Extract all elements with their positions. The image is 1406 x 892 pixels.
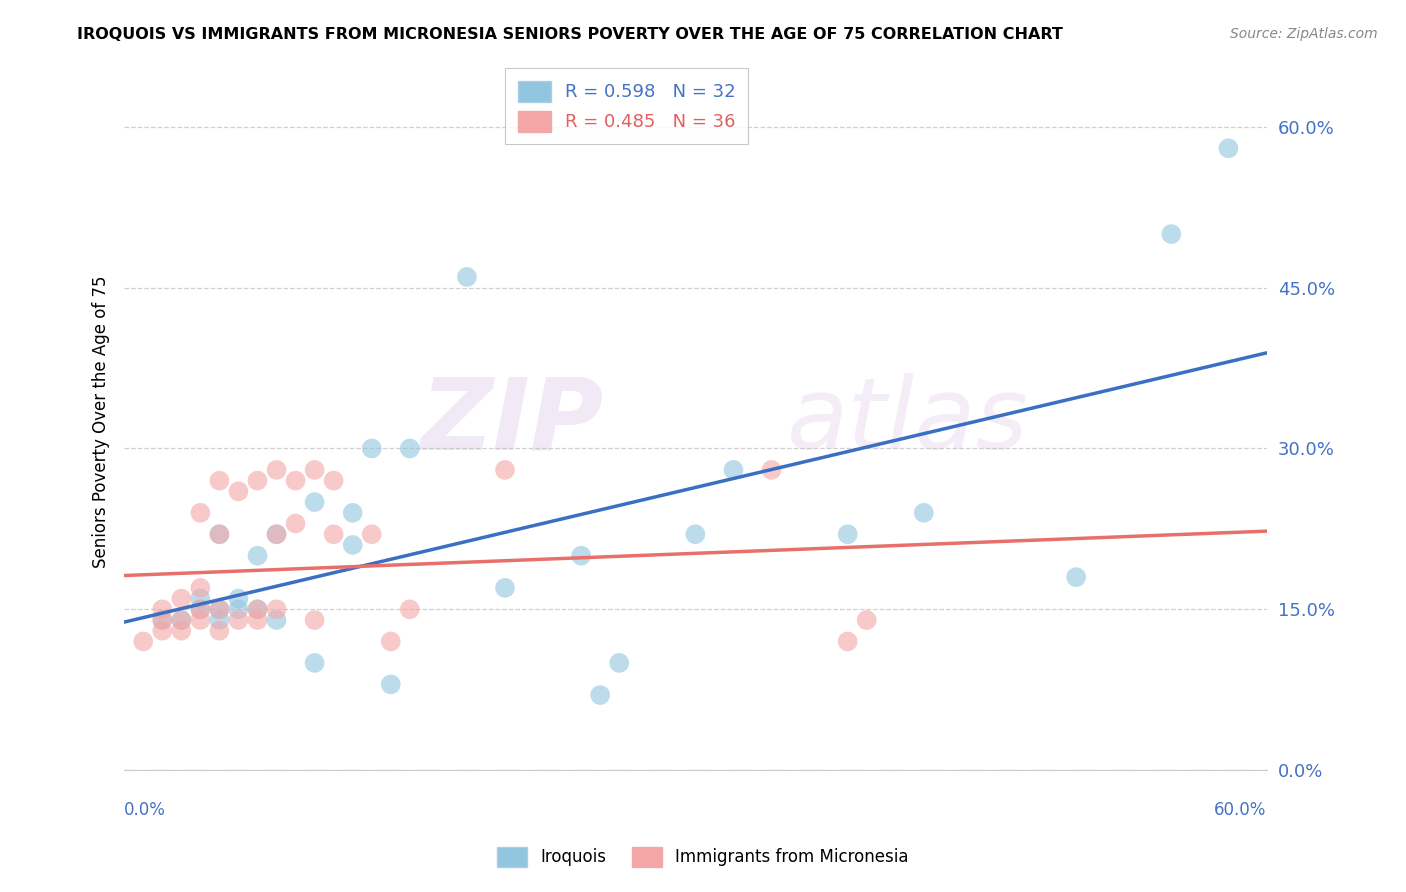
Y-axis label: Seniors Poverty Over the Age of 75: Seniors Poverty Over the Age of 75 xyxy=(93,276,110,568)
Legend: Iroquois, Immigrants from Micronesia: Iroquois, Immigrants from Micronesia xyxy=(488,838,918,877)
Point xyxy=(589,688,612,702)
Point xyxy=(360,442,382,456)
Point xyxy=(761,463,783,477)
Point xyxy=(380,677,402,691)
Point xyxy=(150,613,173,627)
Point xyxy=(304,613,326,627)
Point xyxy=(246,613,269,627)
Point xyxy=(1064,570,1087,584)
Point xyxy=(284,474,307,488)
Point xyxy=(246,474,269,488)
Point xyxy=(132,634,155,648)
Point xyxy=(266,602,288,616)
Text: 60.0%: 60.0% xyxy=(1215,802,1267,820)
Point xyxy=(342,506,364,520)
Point xyxy=(228,613,250,627)
Point xyxy=(266,463,288,477)
Point xyxy=(190,602,212,616)
Point xyxy=(607,656,630,670)
Point xyxy=(266,613,288,627)
Text: Source: ZipAtlas.com: Source: ZipAtlas.com xyxy=(1230,27,1378,41)
Point xyxy=(494,581,516,595)
Point xyxy=(228,484,250,499)
Point xyxy=(208,602,231,616)
Point xyxy=(360,527,382,541)
Point xyxy=(304,656,326,670)
Point xyxy=(246,549,269,563)
Point xyxy=(304,463,326,477)
Point xyxy=(912,506,935,520)
Point xyxy=(685,527,707,541)
Point xyxy=(266,527,288,541)
Point xyxy=(208,602,231,616)
Text: ZIP: ZIP xyxy=(420,373,605,470)
Point xyxy=(837,634,859,648)
Point xyxy=(170,624,193,638)
Text: 0.0%: 0.0% xyxy=(124,802,166,820)
Point xyxy=(170,591,193,606)
Point xyxy=(266,527,288,541)
Point xyxy=(170,613,193,627)
Point xyxy=(208,613,231,627)
Point xyxy=(723,463,745,477)
Point xyxy=(208,624,231,638)
Point xyxy=(837,527,859,541)
Point xyxy=(398,442,420,456)
Point xyxy=(304,495,326,509)
Point xyxy=(380,634,402,648)
Point xyxy=(246,602,269,616)
Point xyxy=(190,581,212,595)
Point xyxy=(456,269,478,284)
Text: atlas: atlas xyxy=(787,373,1028,470)
Point xyxy=(170,613,193,627)
Point xyxy=(150,602,173,616)
Point xyxy=(494,463,516,477)
Point xyxy=(208,527,231,541)
Point xyxy=(228,591,250,606)
Point xyxy=(208,527,231,541)
Point xyxy=(284,516,307,531)
Point xyxy=(190,506,212,520)
Text: IROQUOIS VS IMMIGRANTS FROM MICRONESIA SENIORS POVERTY OVER THE AGE OF 75 CORREL: IROQUOIS VS IMMIGRANTS FROM MICRONESIA S… xyxy=(77,27,1063,42)
Point xyxy=(190,602,212,616)
Point xyxy=(246,602,269,616)
Point xyxy=(228,602,250,616)
Legend: R = 0.598   N = 32, R = 0.485   N = 36: R = 0.598 N = 32, R = 0.485 N = 36 xyxy=(505,69,748,145)
Point xyxy=(208,474,231,488)
Point xyxy=(569,549,592,563)
Point xyxy=(342,538,364,552)
Point xyxy=(855,613,877,627)
Point xyxy=(190,613,212,627)
Point xyxy=(398,602,420,616)
Point xyxy=(190,591,212,606)
Point xyxy=(150,624,173,638)
Point xyxy=(1218,141,1240,155)
Point xyxy=(322,474,344,488)
Point xyxy=(150,613,173,627)
Point xyxy=(322,527,344,541)
Point xyxy=(1160,227,1182,241)
